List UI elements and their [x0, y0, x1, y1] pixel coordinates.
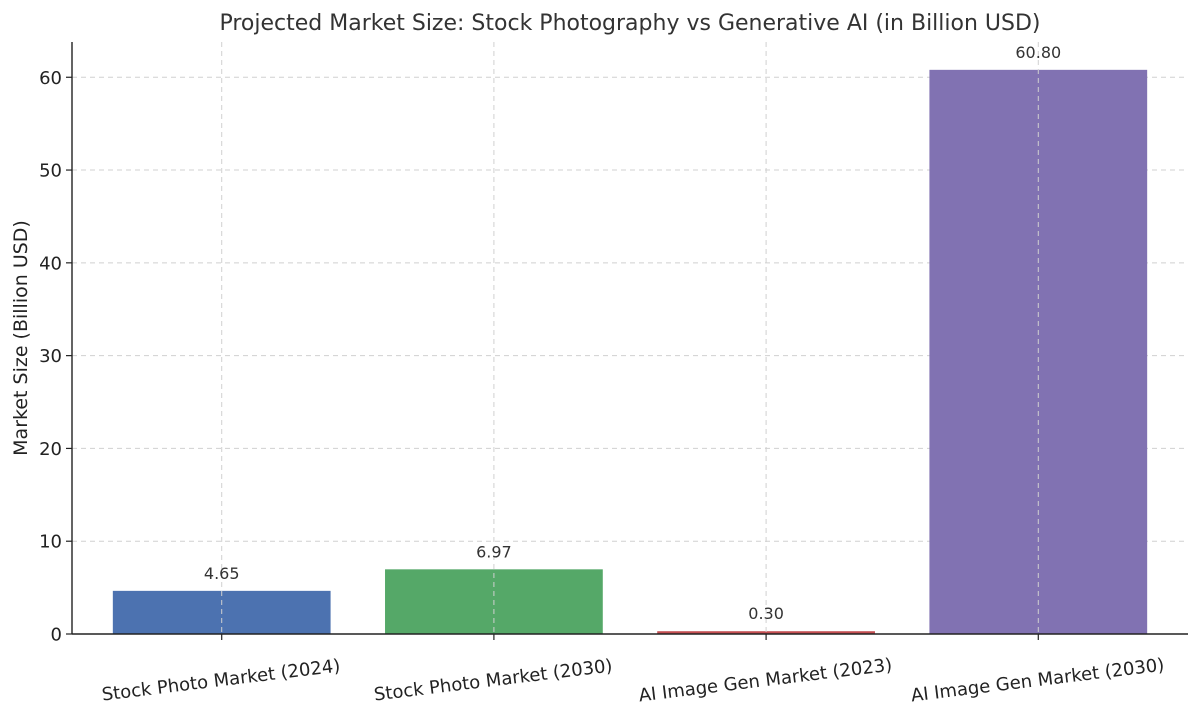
data-label-2: 0.30: [748, 604, 784, 623]
y-tick-label-1: 10: [39, 532, 62, 553]
data-label-3: 60.80: [1015, 43, 1061, 62]
vertical-grid-lines: [221, 42, 1039, 634]
data-labels: 4.65 6.97 0.30 60.80: [204, 43, 1061, 623]
y-tick-label-5: 50: [39, 161, 62, 182]
x-tick-labels: Stock Photo Market (2024) Stock Photo Mar…: [101, 655, 1166, 707]
axes: [66, 42, 1188, 640]
y-tick-label-0: 0: [51, 625, 62, 646]
x-tick-label-0: Stock Photo Market (2024): [101, 655, 342, 705]
y-tick-label-4: 40: [39, 253, 62, 274]
y-tick-label-3: 30: [39, 346, 62, 367]
x-tick-label-1: Stock Photo Market (2030): [373, 655, 614, 705]
bar-2: [657, 631, 875, 634]
data-label-0: 4.65: [204, 564, 240, 583]
x-tick-label-3: AI Image Gen Market (2030): [910, 655, 1166, 707]
y-tick-label-6: 60: [39, 68, 62, 89]
y-tick-labels: 0 10 20 30 40 50 60: [39, 68, 62, 646]
bars: [112, 69, 1148, 635]
y-axis-label: Market Size (Billion USD): [10, 220, 32, 456]
chart-title: Projected Market Size: Stock Photography…: [219, 11, 1040, 36]
y-tick-label-2: 20: [39, 439, 62, 460]
data-label-1: 6.97: [476, 542, 512, 561]
x-tick-label-2: AI Image Gen Market (2023): [638, 655, 894, 707]
